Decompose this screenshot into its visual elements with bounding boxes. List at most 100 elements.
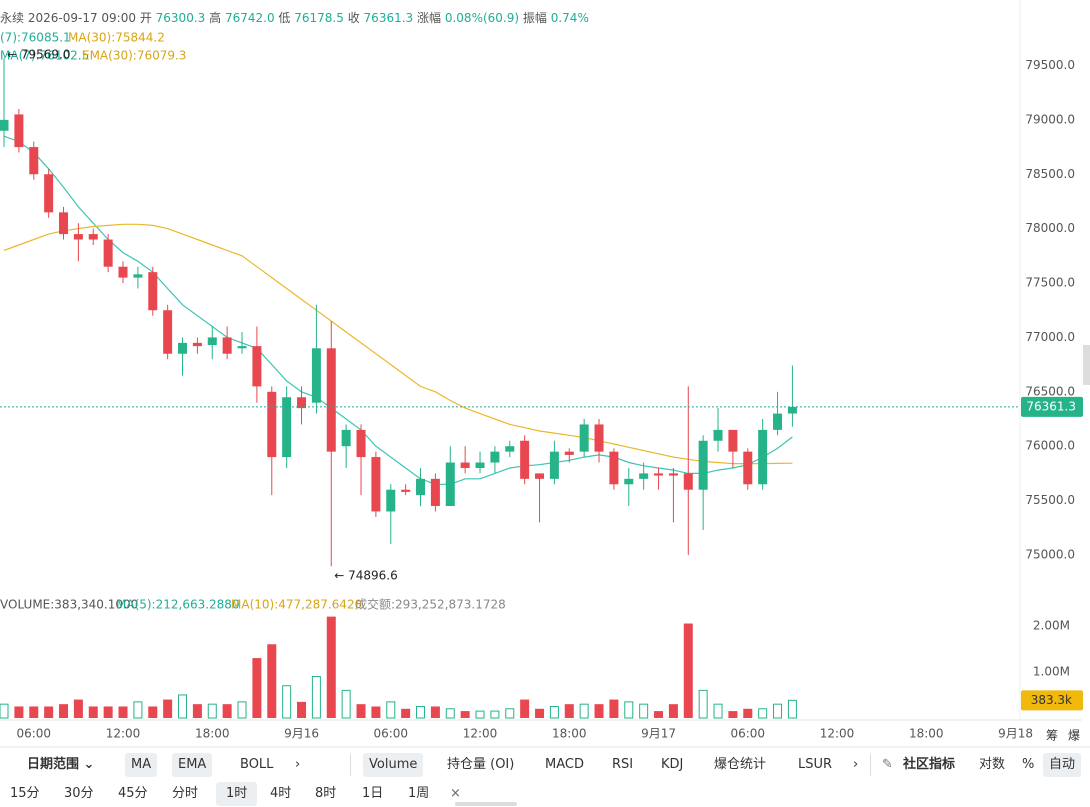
candle-body <box>728 429 738 452</box>
interval[interactable]: 4时 <box>270 786 292 801</box>
candle-body <box>44 174 54 213</box>
candle-body <box>163 310 173 354</box>
edit-icon[interactable]: ✎ <box>882 757 893 772</box>
header-text: 振幅 <box>523 10 547 25</box>
volume-bar <box>594 704 604 718</box>
tool[interactable]: 社区指标 <box>903 757 956 772</box>
y-tick-label: 75500.0 <box>1025 493 1075 507</box>
header-text: 0.08%(60.9) <box>445 11 519 25</box>
volume-bar <box>564 704 574 718</box>
tool[interactable]: LSUR <box>798 757 833 772</box>
y-tick-label: 76000.0 <box>1025 439 1075 453</box>
header-text: 低 <box>278 11 290 25</box>
header-text: 涨幅 <box>417 10 441 25</box>
tool[interactable]: MA <box>125 753 158 777</box>
interval[interactable]: 15分 <box>10 786 40 801</box>
interval[interactable]: 45分 <box>118 786 148 801</box>
candle-body <box>282 397 292 458</box>
legend-entry: EMA(30):76079.3 <box>82 49 186 63</box>
tool[interactable]: BOLL <box>240 757 274 772</box>
volume-tick-label: 2.00M <box>1033 618 1070 632</box>
interval[interactable]: 1时 <box>216 782 258 806</box>
more[interactable]: › <box>295 757 301 772</box>
tool[interactable]: KDJ <box>661 757 684 772</box>
side-button[interactable]: 爆 <box>1068 729 1080 743</box>
x-tick-label: 18:00 <box>195 727 230 741</box>
label: 日期范围 <box>27 757 80 772</box>
candle-body <box>713 429 723 441</box>
candle-body <box>148 272 158 311</box>
tool[interactable]: 对数 <box>979 757 1006 772</box>
indicator-line <box>3 135 793 485</box>
interval[interactable]: 1日 <box>362 786 384 801</box>
volume-bar <box>371 706 381 718</box>
candle-body <box>178 342 188 354</box>
header-text: 高 <box>209 10 221 25</box>
candle-body <box>73 234 83 240</box>
candle-body <box>416 478 426 496</box>
last-price-tag <box>1021 396 1083 417</box>
tool[interactable]: Volume <box>363 753 424 777</box>
y-tick-label: 79500.0 <box>1025 58 1075 72</box>
close-icon[interactable]: × <box>450 786 461 801</box>
candle-body <box>639 473 649 479</box>
candle-body <box>103 239 113 267</box>
candle-body <box>773 413 783 430</box>
tool[interactable]: 持仓量 (OI) <box>447 757 515 772</box>
candle-body <box>311 348 321 403</box>
candle-body <box>207 337 217 346</box>
tool[interactable]: MACD <box>545 757 584 772</box>
tool[interactable]: 自动 <box>1043 753 1082 777</box>
volume-bar <box>118 706 128 718</box>
candle-body <box>787 406 797 414</box>
candle-body <box>445 462 455 507</box>
candle-body <box>222 337 232 354</box>
separator <box>870 754 871 776</box>
volume-bar <box>505 708 515 719</box>
tool[interactable]: RSI <box>612 757 634 772</box>
volume-bar <box>475 710 485 719</box>
candle-body <box>237 346 247 349</box>
tool[interactable]: EMA <box>172 753 213 777</box>
volume-legend: VOLUME:383,340.1000 <box>0 598 138 612</box>
candle-body <box>326 348 336 452</box>
x-tick-label: 06:00 <box>373 727 408 741</box>
volume-bar <box>311 676 321 719</box>
date-range[interactable]: 日期范围 ⌄ <box>27 757 95 772</box>
volume-tag <box>1021 690 1083 711</box>
tool[interactable]: 爆仓统计 <box>714 757 767 772</box>
volume-bar <box>401 708 411 718</box>
side-button[interactable]: 筹 <box>1046 729 1058 743</box>
volume-bar <box>88 706 98 718</box>
interval[interactable]: 1周 <box>408 786 430 801</box>
separator <box>350 754 351 776</box>
legend-entry: MA(7):76102.5 <box>0 49 89 63</box>
volume-bar <box>386 701 396 719</box>
volume-bar <box>654 711 664 718</box>
more[interactable]: › <box>853 757 859 772</box>
interval[interactable]: 30分 <box>64 786 94 801</box>
last-price-label: 76361.3 <box>1026 399 1076 413</box>
volume-bar <box>29 706 39 718</box>
x-tick-label: 12:00 <box>820 727 855 741</box>
scroll-handle[interactable] <box>1083 345 1090 385</box>
header-text: 2026-09-17 09:00 <box>28 11 136 25</box>
volume-bar <box>416 705 426 719</box>
legend-entry: (7):76085.1 <box>0 31 71 45</box>
tool[interactable]: % <box>1022 757 1035 772</box>
volume-bar <box>326 616 336 718</box>
x-tick-label: 9月17 <box>641 727 676 741</box>
interval[interactable]: 分时 <box>172 786 199 801</box>
candle-body <box>564 451 574 455</box>
header-text: 76742.0 <box>225 11 275 25</box>
candle-body <box>535 473 545 479</box>
volume-bar <box>490 710 500 719</box>
candle-body <box>252 346 262 387</box>
header-text: 永续 <box>0 11 24 25</box>
volume-bar <box>237 701 247 719</box>
interval[interactable]: 8时 <box>315 786 337 801</box>
candle-body <box>490 451 500 463</box>
volume-bar <box>148 706 158 718</box>
volume-bar <box>252 658 262 718</box>
candle-body <box>594 424 604 452</box>
